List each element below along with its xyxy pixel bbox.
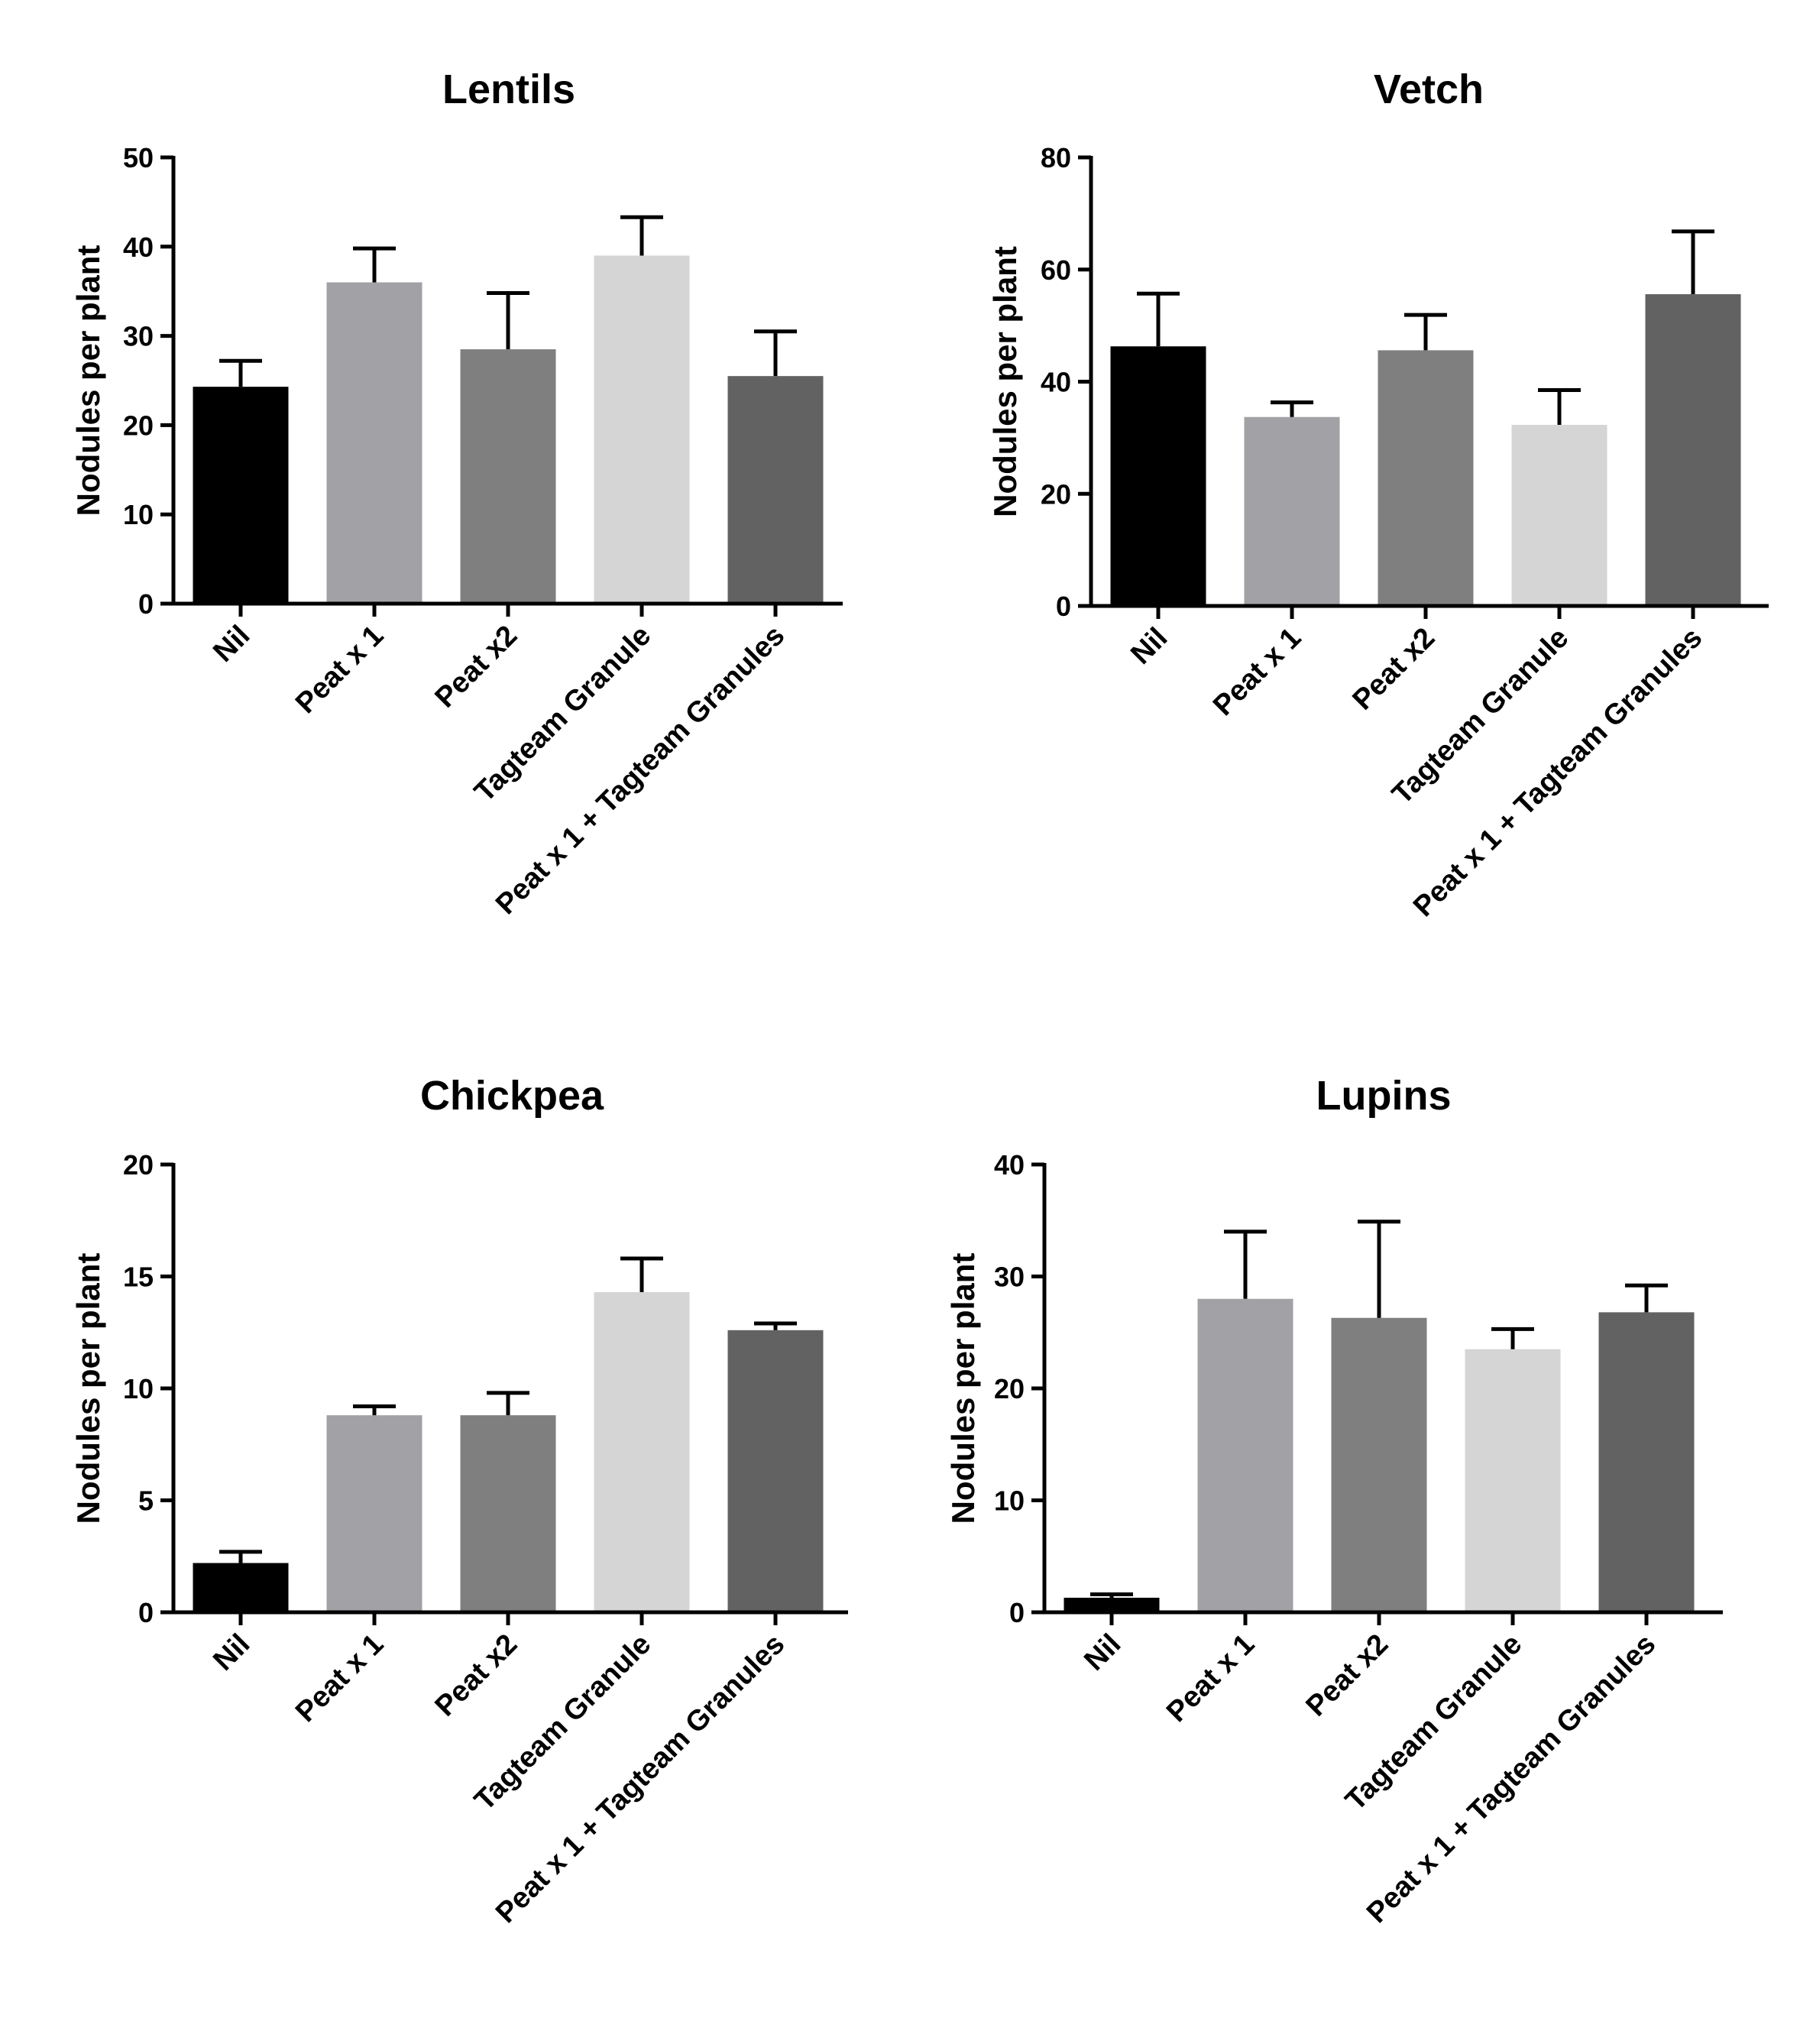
x-tick-label: Peat x 1 + Tagteam Granules — [1407, 622, 1708, 923]
x-tick-label: Peat x 1 — [290, 1628, 390, 1728]
y-tick-label: 40 — [123, 232, 154, 263]
y-tick-label: 20 — [1041, 478, 1071, 510]
y-tick-label: 40 — [1041, 367, 1071, 398]
y-tick-label: 0 — [138, 1597, 154, 1628]
chart-panel-lupins: Lupins Nodules per plant 0 10 20 30 40 Nil Pea… — [945, 1073, 1723, 1929]
y-axis-label: Nodules per plant — [70, 1253, 106, 1524]
bar-peat-x2 — [1331, 1317, 1427, 1612]
y-axis-label: Nodules per plant — [987, 246, 1023, 517]
y-tick-label: 10 — [994, 1485, 1025, 1517]
y-tick-label: 20 — [994, 1373, 1025, 1404]
error-bar-peat-x-1-tagteam-granules — [754, 329, 797, 377]
x-tick-label: Peat x 1 — [1161, 1628, 1261, 1728]
error-bar-tagteam-granule — [620, 215, 663, 256]
error-bar-nil — [219, 1550, 262, 1563]
bar-peat-x-1-tagteam-granules — [1645, 294, 1741, 606]
error-bar-nil — [1137, 291, 1180, 347]
error-bar-peat-x-1 — [353, 1404, 396, 1416]
y-tick-label: 40 — [994, 1149, 1025, 1181]
error-bar-peat-x2 — [487, 291, 529, 350]
x-tick-label: Peat x 1 + Tagteam Granules — [1361, 1628, 1662, 1929]
y-tick-label: 20 — [123, 1149, 154, 1181]
x-tick-label: Peat x2 — [429, 620, 524, 714]
x-tick-label: Nil — [207, 1628, 256, 1677]
chart-panel-lentils: Lentils Nodules per plant 0 10 20 30 40 50 Nil… — [70, 66, 843, 921]
y-tick-label: 5 — [138, 1485, 154, 1517]
error-bar-peat-x-1 — [1271, 400, 1313, 417]
x-tick-label: Peat x 1 — [1207, 622, 1307, 722]
bar-peat-x2 — [1378, 350, 1474, 606]
x-tick-label: Peat x2 — [1347, 622, 1442, 717]
bar-nil — [193, 1563, 289, 1612]
bar-tagteam-granule — [1465, 1349, 1561, 1612]
bar-peat-x-1-tagteam-granules — [1598, 1312, 1695, 1612]
error-bar-nil — [219, 358, 262, 387]
y-tick-label: 60 — [1041, 254, 1071, 286]
y-axis-label: Nodules per plant — [945, 1253, 981, 1524]
error-bar-tagteam-granule — [1491, 1326, 1534, 1349]
y-tick-label: 10 — [123, 1373, 154, 1404]
y-tick-label: 0 — [138, 588, 154, 620]
chart-title: Vetch — [1374, 66, 1484, 112]
y-tick-label: 80 — [1041, 142, 1071, 173]
error-bar-peat-x2 — [1404, 313, 1447, 351]
error-bar-nil — [1090, 1592, 1133, 1598]
y-axis-label: Nodules per plant — [70, 245, 106, 517]
y-tick-label: 0 — [1009, 1597, 1025, 1628]
bar-peat-x2 — [460, 349, 556, 604]
error-bar-tagteam-granule — [1538, 388, 1581, 425]
bar-nil — [1110, 346, 1206, 606]
chart-title: Lupins — [1316, 1073, 1452, 1119]
bar-peat-x2 — [460, 1415, 556, 1612]
y-tick-label: 20 — [123, 410, 154, 441]
bar-peat-x-1-tagteam-granules — [727, 376, 824, 604]
y-tick-label: 30 — [994, 1262, 1025, 1293]
error-bar-peat-x-1-tagteam-granules — [1625, 1283, 1668, 1313]
error-bar-tagteam-granule — [620, 1256, 663, 1293]
bar-nil — [193, 387, 289, 604]
y-tick-label: 10 — [123, 499, 154, 530]
x-tick-label: Peat x 1 + Tagteam Granules — [490, 620, 791, 921]
error-bar-peat-x2 — [1358, 1220, 1400, 1318]
bar-tagteam-granule — [594, 1292, 690, 1612]
y-tick-label: 50 — [123, 142, 154, 173]
error-bar-peat-x2 — [487, 1391, 529, 1416]
y-tick-label: 15 — [123, 1262, 154, 1293]
bar-tagteam-granule — [1511, 424, 1607, 606]
y-tick-label: 0 — [1056, 591, 1071, 622]
x-tick-label: Peat x2 — [429, 1628, 524, 1723]
bar-nil — [1064, 1597, 1160, 1612]
bar-tagteam-granule — [594, 255, 690, 604]
x-tick-label: Peat x2 — [1300, 1628, 1395, 1723]
error-bar-peat-x-1-tagteam-granules — [754, 1321, 797, 1330]
bar-peat-x-1 — [1244, 416, 1340, 606]
bar-peat-x-1 — [326, 1415, 422, 1612]
x-tick-label: Nil — [207, 620, 256, 669]
bar-peat-x-1 — [326, 282, 422, 604]
error-bar-peat-x-1 — [1224, 1229, 1267, 1299]
bar-peat-x-1-tagteam-granules — [727, 1330, 824, 1612]
x-tick-label: Nil — [1078, 1628, 1127, 1677]
chart-panel-vetch: Vetch Nodules per plant 0 20 40 60 80 Nil Peat… — [987, 66, 1769, 923]
chart-title: Chickpea — [420, 1073, 604, 1119]
y-tick-label: 30 — [123, 321, 154, 352]
x-tick-label: Peat x 1 + Tagteam Granules — [490, 1628, 791, 1929]
bar-peat-x-1 — [1197, 1298, 1293, 1612]
x-tick-label: Nil — [1125, 622, 1174, 671]
x-tick-label: Peat x 1 — [290, 620, 390, 720]
error-bar-peat-x-1-tagteam-granules — [1672, 229, 1714, 295]
chart-panel-chickpea: Chickpea Nodules per plant 0 5 10 15 20 Nil Pe… — [70, 1073, 848, 1929]
chart-title: Lentils — [442, 66, 575, 112]
error-bar-peat-x-1 — [353, 246, 396, 283]
